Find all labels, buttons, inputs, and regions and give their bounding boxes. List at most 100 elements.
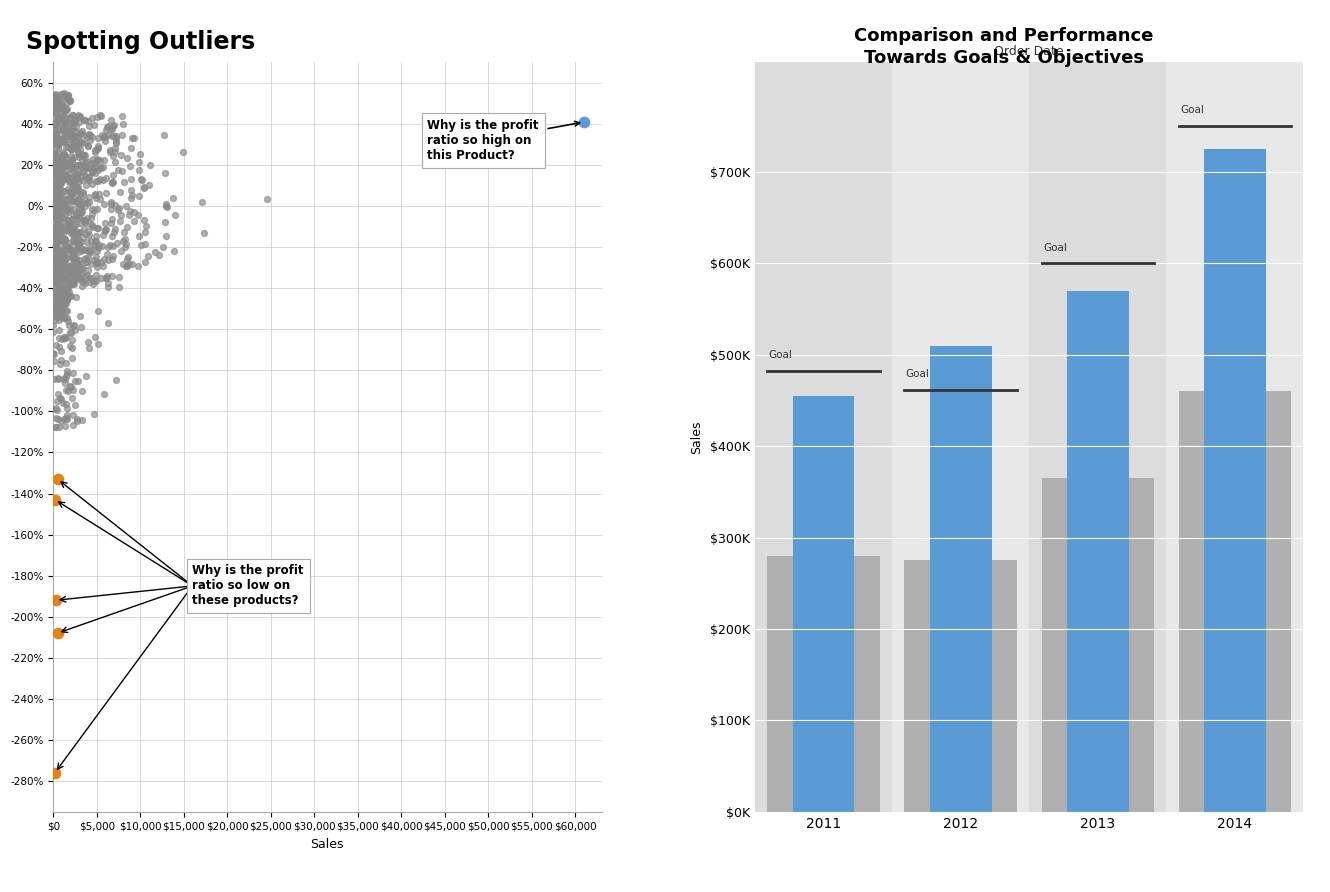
Point: [48, 178, 69, 192]
Point: [56, 91, 77, 105]
Point: [45, 217, 66, 231]
Point: [96, 171, 117, 186]
Point: [48, 204, 69, 219]
Point: [65, 167, 86, 181]
Point: [64, 244, 85, 259]
Point: [53, 331, 74, 345]
Point: [66, 145, 88, 159]
Point: [57, 384, 78, 399]
Point: [78, 190, 100, 204]
Text: Goal: Goal: [906, 368, 930, 378]
Point: [52, 256, 73, 270]
Point: [57, 212, 78, 227]
Point: [133, 179, 154, 194]
Point: [102, 168, 124, 182]
Point: [76, 255, 97, 269]
Point: [101, 175, 122, 189]
Point: [51, 97, 72, 112]
Point: [45, 211, 66, 226]
Point: [48, 233, 69, 247]
Point: [60, 186, 81, 201]
Point: [94, 186, 116, 200]
Point: [73, 213, 94, 227]
Point: [51, 164, 72, 178]
Point: [85, 229, 106, 244]
Point: [70, 262, 92, 277]
Point: [49, 293, 70, 307]
Point: [69, 309, 90, 323]
Point: [61, 186, 82, 201]
Point: [70, 413, 92, 427]
Point: [56, 367, 77, 381]
Point: [45, 168, 66, 182]
Point: [105, 373, 126, 387]
Point: [76, 243, 97, 257]
Point: [61, 136, 82, 151]
Point: [61, 194, 82, 209]
Point: [64, 115, 85, 129]
Text: Why is the profit
ratio so low on
these products?: Why is the profit ratio so low on these …: [193, 565, 305, 607]
Point: [48, 101, 69, 115]
Point: [45, 155, 66, 169]
Point: [51, 274, 72, 288]
Point: [57, 87, 78, 102]
Point: [51, 306, 72, 320]
Point: [53, 236, 74, 251]
Point: [60, 265, 81, 279]
Point: [63, 366, 84, 380]
Point: [55, 103, 76, 117]
Point: [102, 176, 124, 190]
Point: [51, 163, 72, 178]
Point: [47, 371, 68, 385]
Point: [55, 131, 76, 145]
Point: [153, 128, 174, 142]
Point: [105, 140, 126, 154]
Point: [44, 263, 65, 277]
Point: [55, 331, 76, 345]
Point: [63, 130, 84, 145]
Point: [110, 208, 132, 222]
Point: [48, 177, 69, 191]
Point: [72, 147, 93, 161]
Point: [43, 285, 64, 299]
Point: [92, 227, 113, 242]
Point: [88, 162, 109, 177]
Point: [56, 412, 77, 426]
Point: [64, 191, 85, 205]
Point: [63, 277, 84, 291]
Point: [57, 203, 78, 218]
Point: [43, 401, 64, 416]
Point: [57, 220, 78, 235]
Point: [84, 118, 105, 132]
Point: [43, 178, 64, 193]
Point: [55, 169, 76, 184]
Point: [85, 256, 106, 270]
Point: [47, 252, 68, 266]
Point: [51, 203, 72, 218]
Point: [76, 129, 97, 144]
Point: [148, 248, 169, 262]
Point: [45, 275, 66, 289]
Point: [90, 270, 112, 285]
Point: [69, 258, 90, 272]
Point: [52, 233, 73, 247]
Point: [51, 220, 72, 235]
Point: [68, 137, 89, 152]
Point: [66, 235, 88, 250]
Point: [64, 225, 85, 239]
Point: [53, 152, 74, 166]
Point: [49, 158, 70, 172]
Point: [45, 172, 66, 186]
Point: [45, 136, 66, 150]
Point: [45, 202, 66, 216]
Point: [45, 219, 66, 233]
Point: [51, 414, 72, 428]
Point: [47, 101, 68, 115]
Point: [63, 408, 84, 422]
Point: [53, 260, 74, 275]
Point: [106, 163, 128, 178]
Point: [45, 401, 66, 416]
Point: [66, 411, 88, 425]
Point: [78, 128, 100, 143]
Point: [45, 126, 66, 140]
